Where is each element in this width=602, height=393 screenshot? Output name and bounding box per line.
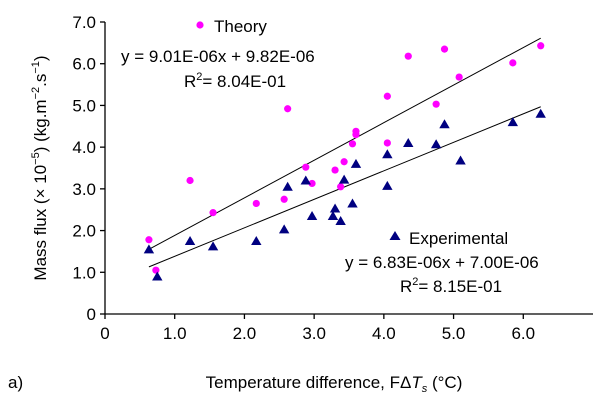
theory-point: [537, 42, 545, 50]
y-tick-label: 5.0: [72, 96, 96, 115]
experimental-point: [300, 175, 311, 185]
experimental-point: [184, 236, 196, 245]
experimental-point: [327, 210, 339, 220]
experimental-point: [278, 224, 290, 234]
theory-point: [308, 179, 316, 188]
x-axis-label-sub: s: [422, 383, 428, 393]
theory-r2-sup: 2: [196, 71, 202, 83]
y-tick-label: 4.0: [72, 138, 96, 157]
y-axis-label-close: ): [31, 55, 50, 61]
theory-point: [186, 176, 194, 185]
legend-experimental: Experimental: [389, 229, 508, 248]
theory-point: [209, 209, 217, 217]
experimental-point: [143, 244, 155, 254]
theory-r2-value: = 8.04E-01: [202, 72, 286, 91]
theory-point: [352, 127, 360, 135]
y-axis-label-exp2: −2: [30, 87, 42, 100]
experimental-point: [350, 158, 362, 168]
experimental-r2-value: = 8.15E-01: [418, 277, 502, 296]
y-axis-label-main: Mass flux (× 10: [31, 165, 50, 281]
theory-point: [383, 139, 391, 147]
experimental-r2-label: R: [400, 277, 412, 296]
y-tick-label: 7.0: [72, 13, 96, 32]
experimental-point: [338, 174, 350, 184]
x-tick-label: 1.0: [163, 324, 187, 343]
experimental-point: [535, 108, 546, 118]
experimental-point: [507, 117, 519, 127]
theory-point: [337, 183, 345, 191]
theory-point: [152, 266, 160, 274]
theory-point: [509, 59, 517, 67]
y-axis-label-exp3: −1: [30, 61, 42, 74]
experimental-point: [207, 241, 219, 251]
experimental-point: [439, 119, 450, 129]
experimental-r2: R2= 8.15E-01: [400, 276, 502, 296]
y-tick-label: 2.0: [72, 222, 96, 241]
plot-area: 0 1.0 2.0 3.0 4.0 5.0 6.0 7.0 0 1.0 2.0 3.0 4.0 5.0 6.…: [72, 13, 593, 343]
y-tick-label: 3.0: [72, 180, 96, 199]
x-axis-label: Temperature difference, FΔTs (°C): [206, 373, 463, 393]
x-tick-label: 4.0: [372, 324, 396, 343]
legend-experimental-label: Experimental: [409, 229, 508, 248]
data-markers: [143, 42, 546, 281]
x-tick-label: 3.0: [302, 324, 326, 343]
x-tick-label: 6.0: [511, 324, 535, 343]
y-axis-label: Mass flux (× 10−5) (kg.m−2.s−1): [30, 55, 50, 280]
theory-r2: R2= 8.04E-01: [184, 71, 286, 91]
theory-point: [252, 199, 260, 208]
y-axis-label-exp: −5: [30, 152, 42, 165]
theory-point: [331, 166, 339, 174]
theory-point: [280, 195, 288, 203]
theory-point: [302, 163, 310, 171]
y-tick-label: 6.0: [72, 55, 96, 74]
legend-theory: Theory: [196, 17, 267, 36]
experimental-trendline: [148, 106, 541, 268]
experimental-point: [347, 198, 358, 208]
experimental-point: [382, 180, 393, 190]
theory-trendline: [148, 37, 541, 250]
legend-experimental-marker: [389, 231, 401, 240]
experimental-point: [329, 203, 341, 213]
legend-theory-label: Theory: [214, 17, 267, 36]
theory-point: [284, 105, 292, 113]
theory-point: [432, 100, 440, 108]
experimental-point: [430, 139, 442, 149]
theory-point: [383, 92, 391, 100]
y-tick-label: 1.0: [72, 263, 96, 282]
theory-point: [440, 45, 449, 53]
axis-ticks: 0 1.0 2.0 3.0 4.0 5.0 6.0 7.0 0 1.0 2.0 3.0 4.0 5.0 6.…: [72, 13, 535, 343]
y-tick-label: 0: [87, 305, 96, 324]
experimental-point: [403, 137, 414, 147]
legend-theory-marker: [196, 21, 204, 29]
y-axis-label-unit2: .s: [31, 74, 50, 87]
x-tick-label: 2.0: [233, 324, 257, 343]
experimental-point: [335, 215, 346, 225]
experimental-equation: y = 6.83E-06x + 7.00E-06: [345, 253, 539, 272]
theory-equation: y = 9.01E-06x + 9.82E-06: [121, 47, 315, 66]
theory-r2-label: R: [184, 72, 196, 91]
panel-label: a): [8, 373, 23, 392]
y-axis-label-unit: ) (kg.m: [31, 99, 50, 152]
x-axis-label-var: T: [411, 373, 423, 392]
x-axis-label-delta: Δ: [400, 373, 411, 392]
experimental-point: [152, 271, 163, 281]
experimental-r2-sup: 2: [412, 276, 418, 288]
x-axis-label-prefix: Temperature difference, F: [206, 373, 400, 392]
theory-point: [455, 73, 463, 81]
theory-point: [348, 140, 357, 148]
theory-point: [340, 158, 348, 166]
experimental-point: [382, 149, 393, 159]
experimental-point: [455, 155, 466, 165]
theory-point: [145, 236, 153, 244]
theory-point: [404, 52, 412, 60]
x-tick-label: 0: [100, 324, 109, 343]
experimental-point: [282, 181, 293, 191]
x-tick-label: 5.0: [442, 324, 466, 343]
experimental-point: [306, 210, 318, 220]
x-axis-label-unit: (°C): [427, 373, 462, 392]
experimental-point: [251, 236, 262, 245]
